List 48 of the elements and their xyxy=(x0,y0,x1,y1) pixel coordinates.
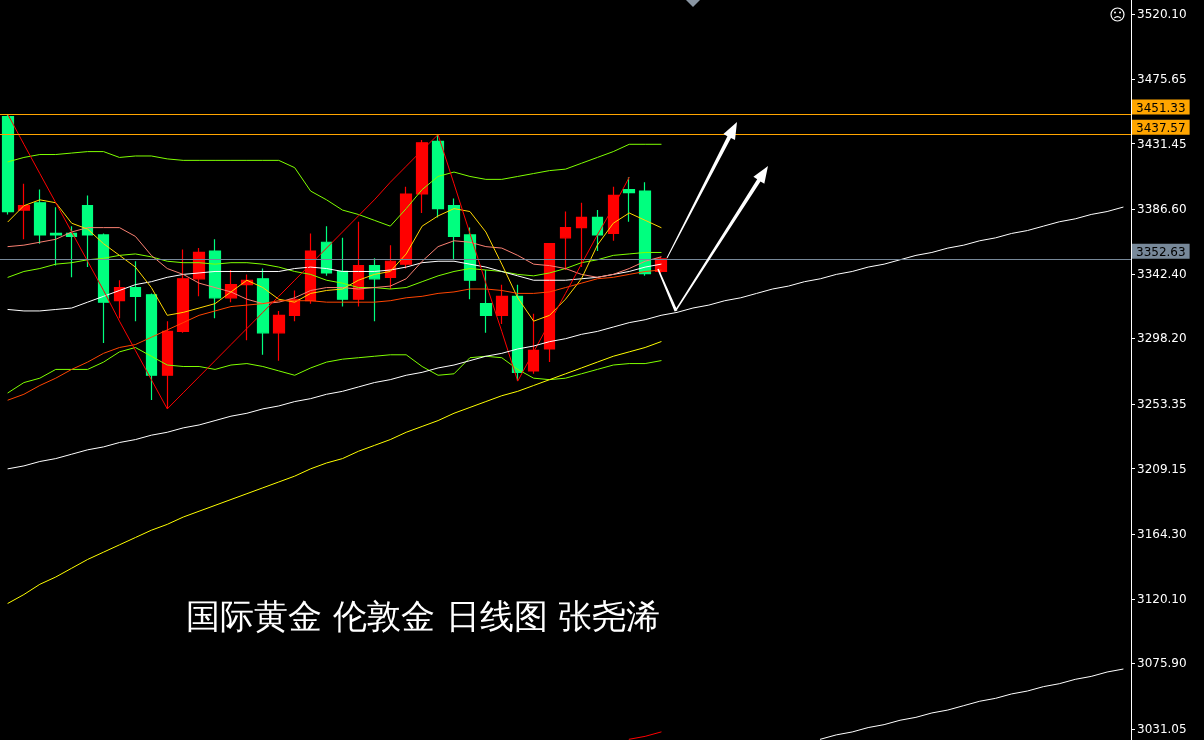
candlestick xyxy=(495,284,509,325)
y-tick-label: 3164.30 xyxy=(1137,527,1187,542)
candlestick xyxy=(65,225,78,278)
candlestick xyxy=(1,114,15,216)
candlestick xyxy=(415,139,429,214)
candlestick xyxy=(272,310,286,362)
y-tick-label: 3120.10 xyxy=(1137,591,1187,606)
line-series xyxy=(7,251,662,290)
candlestick xyxy=(33,189,47,245)
candlestick xyxy=(447,197,461,261)
y-tick-label: 3253.35 xyxy=(1137,396,1187,411)
y-tick-label: 3298.20 xyxy=(1137,331,1187,346)
y-tick-label: 3431.45 xyxy=(1137,136,1187,151)
candlestick xyxy=(591,209,604,252)
y-tick-label: 3386.60 xyxy=(1137,202,1187,217)
ref-line-label: 3437.57 xyxy=(1136,120,1186,135)
y-tick-label: 3520.10 xyxy=(1137,7,1187,22)
ref-line-label: 3451.33 xyxy=(1136,100,1186,115)
candlestick xyxy=(113,279,126,319)
candlestick xyxy=(575,202,588,268)
candlestick xyxy=(17,183,31,240)
ref-line-label: 3352.63 xyxy=(1136,244,1186,259)
candlestick xyxy=(176,248,190,334)
line-series xyxy=(7,260,662,312)
candlestick xyxy=(479,269,493,334)
candlestick xyxy=(527,313,540,375)
text: 国际黄金 伦敦金 日线图 张尧浠 xyxy=(186,596,661,636)
y-tick-label: 3075.90 xyxy=(1137,656,1187,671)
line-series xyxy=(7,227,662,305)
line-series xyxy=(7,114,630,410)
candlestick xyxy=(49,206,63,267)
y-tick-label: 3209.15 xyxy=(1137,461,1187,476)
line-series xyxy=(7,269,662,401)
candlestick xyxy=(145,292,158,401)
y-tick-label: 3475.65 xyxy=(1137,72,1187,87)
candlestick xyxy=(129,260,142,322)
candlestick xyxy=(559,210,572,271)
line-series xyxy=(819,668,1124,740)
candlestick xyxy=(431,134,445,218)
y-tick-label: 3031.05 xyxy=(1137,721,1187,736)
line-series xyxy=(7,346,662,394)
line-series xyxy=(7,206,1124,470)
line-series xyxy=(7,143,662,227)
candlestick xyxy=(399,186,413,270)
candlestick xyxy=(81,194,94,268)
line-series xyxy=(7,199,662,322)
y-tick-label: 3342.40 xyxy=(1137,266,1187,281)
candlestick xyxy=(638,181,652,277)
